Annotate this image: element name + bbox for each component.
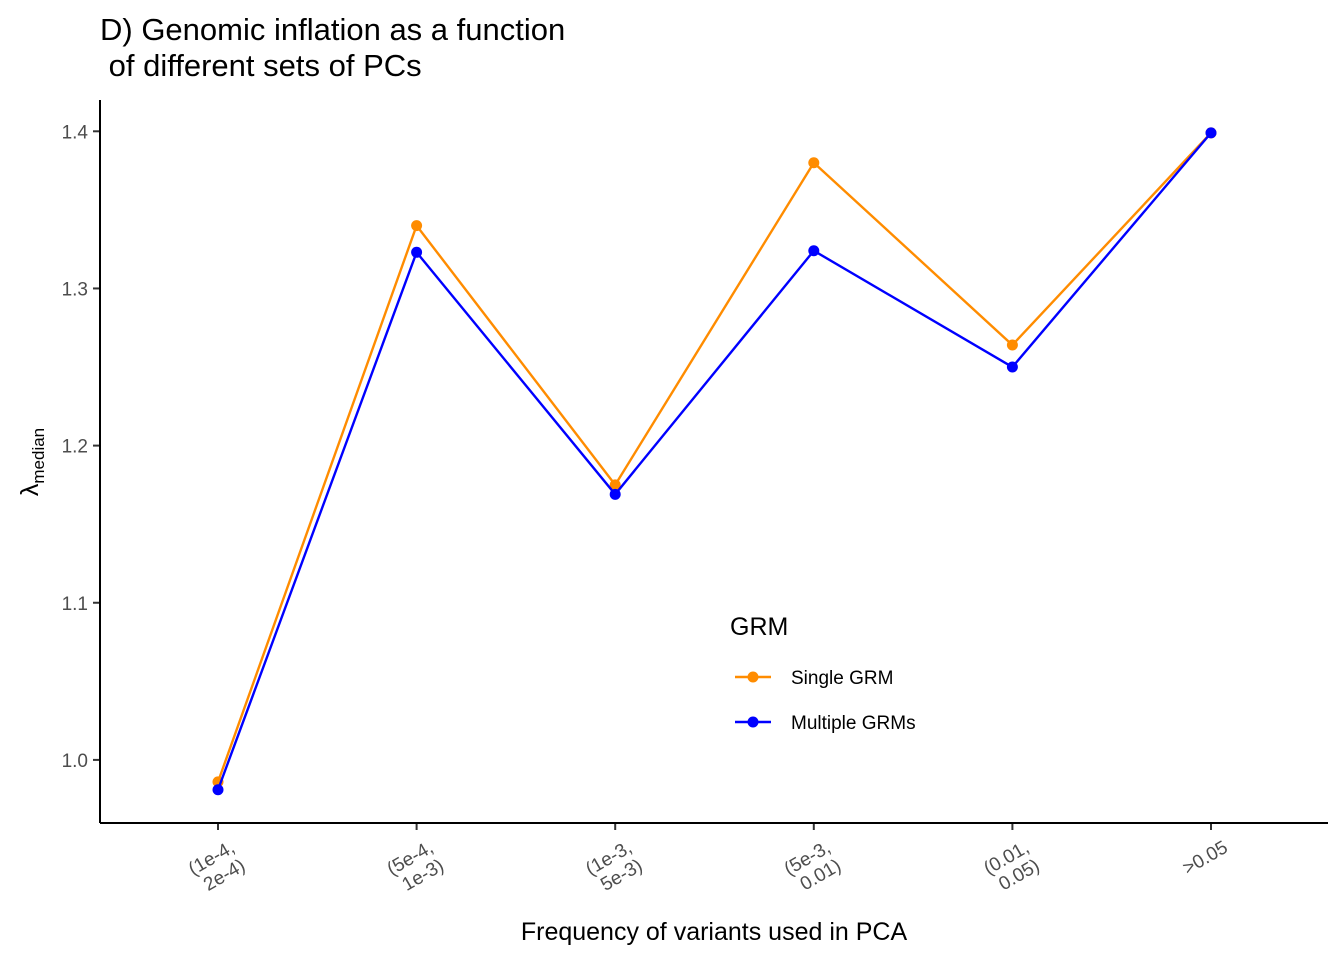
legend-label-single-grm: Single GRM [791,668,893,689]
x-tick-label: (5e-3,0.01) [781,837,845,898]
point-single-grm [411,220,423,232]
x-tick-label: >0.05 [1179,837,1231,879]
x-tick-label: (5e-4,1e-3) [384,837,448,898]
y-tick-label: 1.2 [62,437,88,458]
point-multiple-grms [212,784,224,796]
x-tick-label: (0.01,0.05) [980,837,1043,898]
point-multiple-grms [609,488,621,500]
x-axis-title: Frequency of variants used in PCA [521,918,908,946]
legend: GRM Single GRM Multiple GRMs [730,613,916,734]
y-axis-title-symbol: λ [16,483,44,496]
series-line-single-grm [216,132,1212,783]
point-multiple-grms [808,245,820,257]
y-tick-label: 1.0 [62,751,88,772]
point-single-grm [1006,339,1018,351]
chart-title: D) Genomic inflation as a function of di… [100,12,565,83]
point-multiple-grms [1205,127,1217,139]
y-tick-label: 1.3 [62,279,88,300]
y-tick-label: 1.1 [62,594,88,615]
series-layer [212,127,1217,796]
x-axis-ticks: (1e-4,2e-4) (5e-4,1e-3) (1e-3,5e-3) (5e-3,0… [185,823,1232,898]
point-single-grm [609,479,621,491]
chart-title-text: D) Genomic inflation as a function of di… [100,12,565,83]
point-multiple-grms [411,246,423,258]
y-axis-title: λmedian [16,428,48,496]
point-multiple-grms [1006,361,1018,373]
y-tick-label: 1.4 [62,122,89,143]
series-line-multiple-grms [216,132,1212,791]
y-axis-title-subscript: median [29,428,48,484]
x-tick-label: (1e-4,2e-4) [185,837,249,898]
x-tick-label: (1e-3,5e-3) [582,837,646,898]
legend-key-point-multiple-grms [747,716,759,728]
y-axis-ticks: 1.0 1.1 1.2 1.3 1.4 [62,122,100,772]
legend-key-point-single-grm [747,671,759,683]
legend-title: GRM [730,613,788,641]
legend-label-multiple-grms: Multiple GRMs [791,713,916,734]
point-single-grm [808,157,820,169]
